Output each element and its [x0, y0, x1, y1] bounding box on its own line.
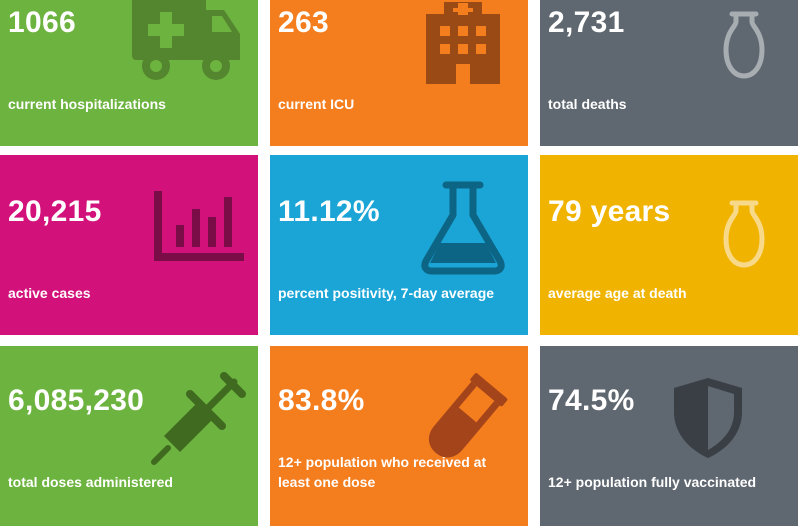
urn-icon — [723, 11, 765, 79]
stat-tile-one-dose: 83.8% 12+ population who received at lea… — [270, 346, 528, 526]
stat-label: 12+ population fully vaccinated — [548, 474, 757, 490]
stat-tile-hospitalizations: 1066 current hospitalizations — [0, 0, 258, 146]
syringe-icon — [151, 372, 246, 465]
stat-value: 6,085,230 — [8, 384, 145, 417]
flask-icon — [421, 181, 505, 275]
stat-value: 2,731 — [548, 6, 625, 39]
stat-label: percent positivity, 7-day average — [278, 285, 495, 301]
stat-tile-total-deaths: 2,731 total deaths — [540, 0, 798, 146]
stat-tile-percent-positivity: 11.12% percent positivity, 7-day average — [270, 155, 528, 335]
stat-label: total deaths — [548, 96, 627, 112]
stat-tile-fully-vaccinated: 74.5% 12+ population fully vaccinated — [540, 346, 798, 526]
stat-tile-icu: 263 current ICU — [270, 0, 528, 146]
hospital-building-icon — [426, 2, 500, 84]
stat-label: current ICU — [278, 96, 355, 112]
stat-value: 263 — [278, 6, 329, 39]
shield-icon — [674, 378, 742, 458]
test-tube-icon — [428, 373, 508, 458]
stat-value: 1066 — [8, 6, 76, 39]
stat-value: 79 years — [548, 195, 671, 228]
stat-tile-active-cases: 20,215 active cases — [0, 155, 258, 335]
stat-label-line: least one dose — [278, 474, 376, 490]
stat-label-line: 12+ population who received at — [278, 454, 487, 470]
stat-value: 74.5% — [548, 384, 635, 417]
stat-tile-total-doses: 6,085,230 total doses administered — [0, 346, 258, 526]
stat-label: current hospitalizations — [8, 96, 166, 112]
stat-label: total doses administered — [8, 474, 173, 490]
stat-value: 83.8% — [278, 384, 365, 417]
bar-chart-icon — [154, 191, 244, 261]
stat-tile-average-age: 79 years average age at death — [540, 155, 798, 335]
stat-label: active cases — [8, 285, 91, 301]
stat-value: 20,215 — [8, 195, 102, 228]
ambulance-icon — [132, 0, 240, 80]
urn-icon — [723, 200, 765, 268]
stat-value: 11.12% — [278, 195, 380, 228]
stat-label: 12+ population who received at least one… — [278, 452, 486, 492]
stat-label: average age at death — [548, 285, 687, 301]
